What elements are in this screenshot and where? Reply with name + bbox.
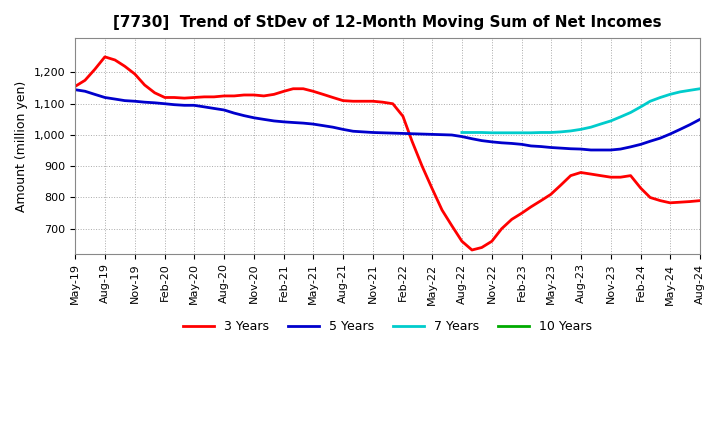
- Legend: 3 Years, 5 Years, 7 Years, 10 Years: 3 Years, 5 Years, 7 Years, 10 Years: [178, 315, 597, 338]
- Line: 5 Years: 5 Years: [75, 90, 700, 150]
- Title: [7730]  Trend of StDev of 12-Month Moving Sum of Net Incomes: [7730] Trend of StDev of 12-Month Moving…: [113, 15, 662, 30]
- Y-axis label: Amount (million yen): Amount (million yen): [15, 81, 28, 212]
- Line: 3 Years: 3 Years: [75, 57, 700, 250]
- Line: 7 Years: 7 Years: [462, 89, 700, 133]
